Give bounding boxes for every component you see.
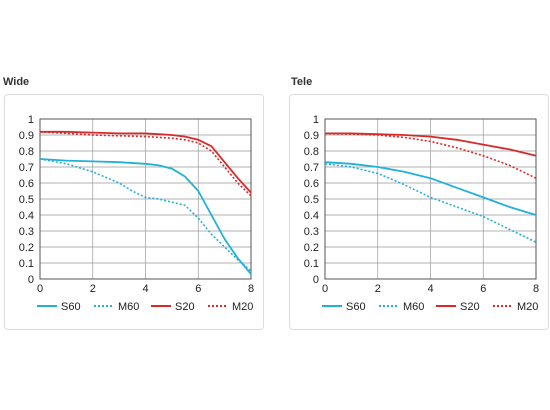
plot-frame bbox=[39, 118, 252, 280]
y-tick-label: 0.2 bbox=[19, 242, 34, 254]
y-tick-label: 0.8 bbox=[19, 146, 34, 158]
y-tick-label: 0.7 bbox=[19, 162, 34, 174]
y-tick-label: 0.5 bbox=[304, 194, 319, 206]
mtf-chart-wide: 0 0.1 0.2 0.3 0.4 0.5 0.6 0.7 0.8 0.9 1 0 2 4 6 8 S60 M60… bbox=[19, 114, 254, 313]
y-tick-label: 0.8 bbox=[304, 146, 319, 158]
legend-label-s20: S20 bbox=[460, 301, 480, 313]
series-line-s60 bbox=[39, 158, 252, 275]
x-tick-label: 4 bbox=[427, 283, 433, 295]
legend-label-m60: M60 bbox=[403, 301, 424, 313]
x-tick-label: 4 bbox=[142, 283, 148, 295]
y-tick-label: 0.1 bbox=[19, 258, 34, 270]
legend-label-s60: S60 bbox=[346, 301, 366, 313]
y-tick-label: 0.2 bbox=[304, 242, 319, 254]
x-tick-label: 8 bbox=[248, 283, 254, 295]
series-line-s20 bbox=[40, 130, 252, 194]
legend-label-m20: M20 bbox=[517, 301, 538, 313]
panel-title-wide: Wide bbox=[3, 76, 30, 88]
series-line-m20 bbox=[324, 132, 537, 179]
x-tick-label: 6 bbox=[480, 283, 486, 295]
series-line-m20 bbox=[39, 131, 252, 197]
y-tick-label: 0.9 bbox=[19, 130, 34, 142]
y-tick-label: 0.3 bbox=[304, 226, 319, 238]
legend-label-s60: S60 bbox=[61, 301, 81, 313]
panel-title-tele: Tele bbox=[291, 76, 313, 88]
series-line-s60 bbox=[324, 161, 537, 216]
series-line-s20 bbox=[325, 132, 537, 157]
x-tick-label: 2 bbox=[375, 283, 381, 295]
y-tick-label: 0.7 bbox=[304, 162, 319, 174]
legend-label-m60: M60 bbox=[118, 301, 139, 313]
x-tick-label: 2 bbox=[90, 283, 96, 295]
chart-panel-tele: 0 0.1 0.2 0.3 0.4 0.5 0.6 0.7 0.8 0.9 1 0 2 4 6 8 S60 M60… bbox=[289, 94, 549, 330]
x-tick-label: 0 bbox=[37, 283, 43, 295]
y-tick-label: 0.4 bbox=[19, 210, 34, 222]
y-tick-label: 0 bbox=[313, 274, 319, 286]
y-tick-label: 1 bbox=[28, 114, 34, 126]
y-tick-label: 0.1 bbox=[304, 258, 319, 270]
y-tick-label: 0.6 bbox=[19, 178, 34, 190]
y-tick-label: 0.3 bbox=[19, 226, 34, 238]
legend-label-s20: S20 bbox=[175, 301, 195, 313]
y-tick-label: 1 bbox=[313, 114, 319, 126]
x-tick-label: 8 bbox=[533, 283, 539, 295]
legend-label-m20: M20 bbox=[232, 301, 253, 313]
x-tick-label: 0 bbox=[322, 283, 328, 295]
series-line-m60 bbox=[39, 158, 252, 272]
y-tick-label: 0.5 bbox=[19, 194, 34, 206]
y-tick-label: 0.4 bbox=[304, 210, 319, 222]
y-tick-label: 0 bbox=[28, 274, 34, 286]
plot-frame bbox=[324, 118, 537, 280]
chart-panel-wide: 0 0.1 0.2 0.3 0.4 0.5 0.6 0.7 0.8 0.9 1 0 2 4 6 8 S60 M60… bbox=[4, 94, 264, 330]
x-tick-label: 6 bbox=[195, 283, 201, 295]
mtf-chart-tele: 0 0.1 0.2 0.3 0.4 0.5 0.6 0.7 0.8 0.9 1 0 2 4 6 8 S60 M60… bbox=[304, 114, 539, 313]
y-tick-label: 0.9 bbox=[304, 130, 319, 142]
y-tick-label: 0.6 bbox=[304, 178, 319, 190]
